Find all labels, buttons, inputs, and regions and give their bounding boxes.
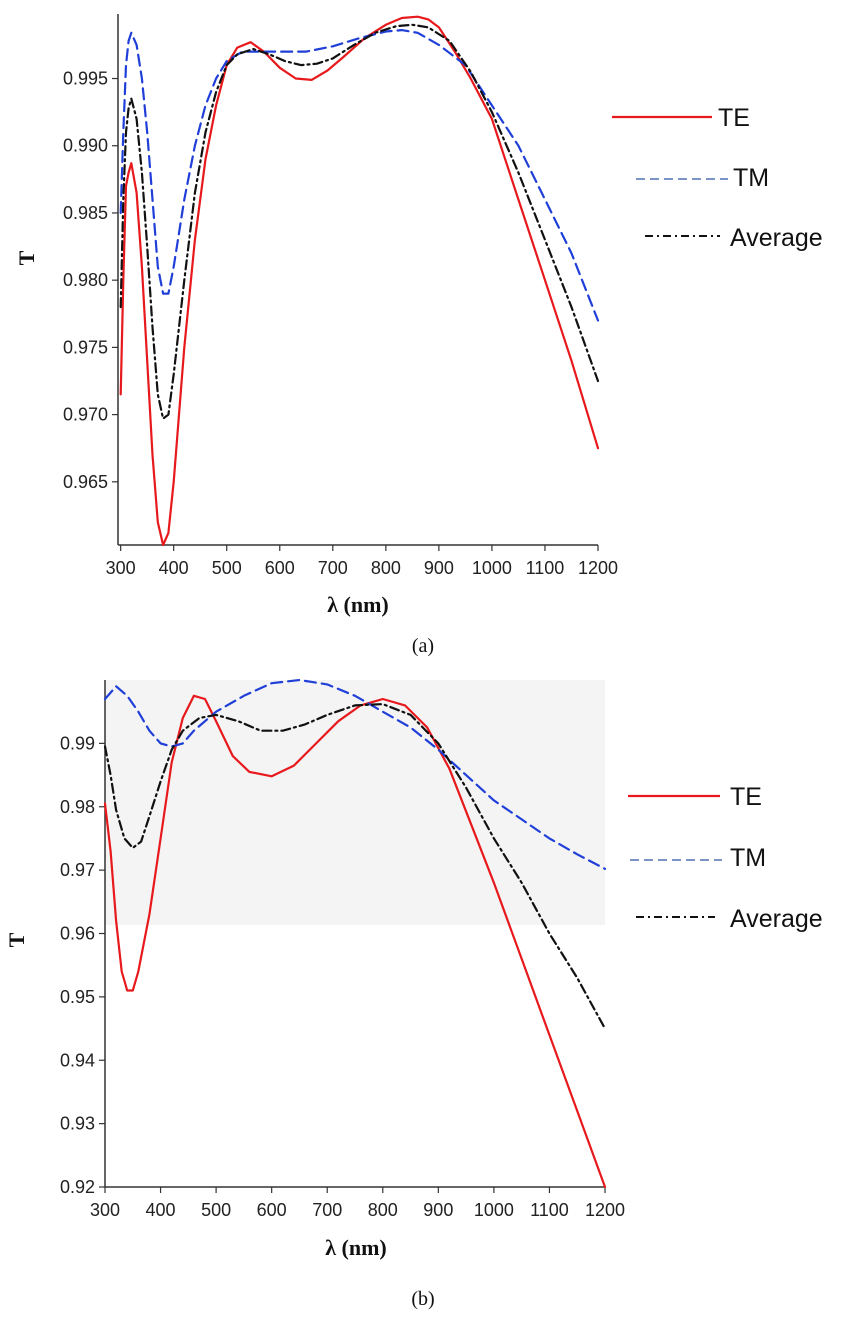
panel-a-legend: TE TM Average: [612, 104, 823, 252]
panel-b-series: [103, 678, 607, 1189]
panel-a-y-tick-label-2: 0.975: [63, 337, 108, 357]
panel-a-x-axis-title: λ (nm): [327, 592, 389, 617]
panel-b-x-tick-label-600: 600: [257, 1200, 287, 1220]
panel-b-x-tick-label-400: 400: [146, 1200, 176, 1220]
panel-a-x-tick-label-800: 800: [371, 558, 401, 578]
panel-b-legend-label-tm: TM: [730, 844, 766, 872]
panel-b-x-tick-label-300: 300: [90, 1200, 120, 1220]
panel-b-chart: 300 400 500 600 700 800 900 1000 1100 1200 0.920.…: [4, 678, 823, 1310]
panel-b-series-line-te: [103, 694, 607, 1189]
panel-a-series-line-average: [119, 23, 600, 420]
panel-a-x-tick-label-1200: 1200: [578, 558, 618, 578]
panel-a-y-axis-title: T: [14, 250, 39, 265]
panel-a-caption: (a): [412, 635, 434, 657]
panel-b-x-tick-label-900: 900: [423, 1200, 453, 1220]
panel-b-y-tick-label-5: 0.97: [60, 860, 95, 880]
panel-a-y-tick-label-4: 0.985: [63, 203, 108, 223]
panel-b-y-tick-label-0: 0.92: [60, 1177, 95, 1197]
panel-a-x-tick-label-600: 600: [265, 558, 295, 578]
panel-b-y-tick-label-2: 0.94: [60, 1050, 95, 1070]
panel-a-chart: 300 400 500 600 700 800 900 1000 1100 1200 0.9650…: [14, 14, 823, 657]
panel-b-y-tick-label-4: 0.96: [60, 924, 95, 944]
panel-b-background: [105, 680, 605, 925]
panel-a-x-tick-label-900: 900: [424, 558, 454, 578]
panel-a-x-tick-label-400: 400: [159, 558, 189, 578]
panel-a-x-tick-label-1100: 1100: [526, 558, 565, 578]
panel-b-y-tick-label-6: 0.98: [60, 797, 95, 817]
panel-a-legend-label-tm: TM: [733, 164, 769, 192]
panel-a-x-tick-label-700: 700: [318, 558, 348, 578]
panel-a-series: [119, 15, 600, 547]
panel-a-legend-label-te: TE: [718, 104, 750, 132]
panel-b-y-axis-title: T: [4, 932, 29, 947]
panel-b-x-tick-label-700: 700: [312, 1200, 342, 1220]
panel-a-x-ticks: 300 400 500 600 700 800 900 1000 1100 1200: [106, 545, 618, 578]
panel-a-series-line-tm: [119, 29, 600, 322]
panel-b-series-line-tm: [103, 678, 607, 870]
panel-b-y-tick-label-3: 0.95: [60, 987, 95, 1007]
panel-b-series-line-average: [103, 703, 607, 1030]
panel-b-x-axis-title: λ (nm): [325, 1235, 387, 1260]
panel-a-series-line-te: [119, 15, 600, 547]
panel-a-y-ticks: 0.965 0.970 0.975 0.980 0.985 0.990 0.995: [63, 69, 118, 492]
panel-b-y-tick-label-7: 0.99: [60, 733, 95, 753]
panel-a-background: [118, 14, 598, 545]
panel-b-legend-label-te: TE: [730, 783, 762, 811]
panel-b-background-lower: [105, 925, 605, 1187]
panel-a-y-tick-label-1: 0.970: [63, 405, 108, 425]
panel-a-y-tick-label-0: 0.965: [63, 472, 108, 492]
panel-a-y-tick-label-5: 0.990: [63, 136, 108, 156]
panel-a-y-tick-label-6: 0.995: [63, 69, 108, 89]
panel-a-x-tick-label-500: 500: [212, 558, 242, 578]
panel-a-x-tick-label-1000: 1000: [472, 558, 512, 578]
panel-b-x-tick-label-1000: 1000: [474, 1200, 514, 1220]
panel-b-x-ticks: 300 400 500 600 700 800 900 1000 1100 1200: [90, 1187, 625, 1220]
panel-b-x-tick-label-1100: 1100: [530, 1200, 569, 1220]
panel-b-y-ticks: 0.92 0.93 0.94 0.95 0.96 0.97 0.98 0.99: [60, 733, 105, 1197]
panel-b-x-tick-label-800: 800: [368, 1200, 398, 1220]
panel-b-legend: TE TM Average: [628, 783, 823, 933]
panel-a-legend-label-average: Average: [730, 224, 823, 252]
panel-a-x-tick-label-300: 300: [106, 558, 136, 578]
panel-b-x-tick-label-500: 500: [201, 1200, 231, 1220]
panel-b-caption: (b): [411, 1288, 434, 1310]
panel-b-x-tick-label-1200: 1200: [585, 1200, 625, 1220]
panel-b-legend-label-average: Average: [730, 905, 823, 933]
panel-a-y-tick-label-3: 0.980: [63, 270, 108, 290]
panel-b-y-tick-label-1: 0.93: [60, 1114, 95, 1134]
